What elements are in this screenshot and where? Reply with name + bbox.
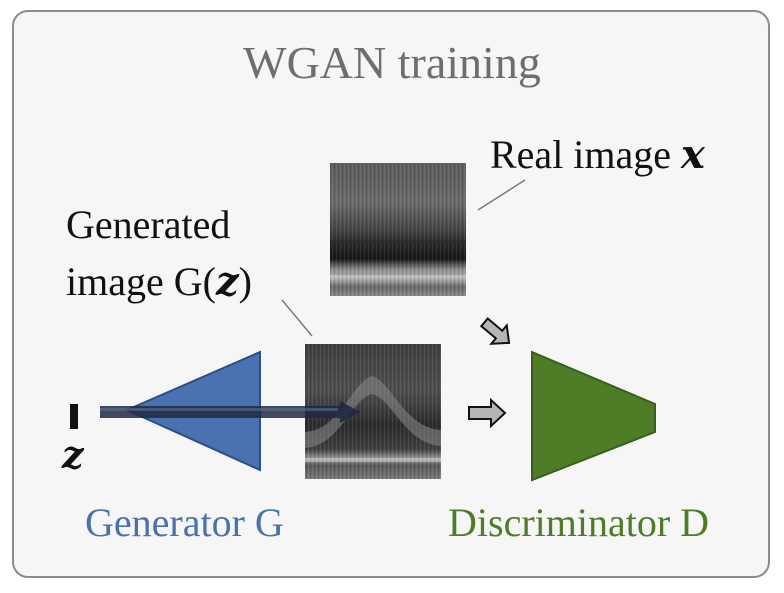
real-image-variable: x [681, 131, 705, 178]
diagram-title: WGAN training [243, 37, 541, 88]
generated-image [305, 344, 441, 479]
generator-label: Generator G [85, 500, 284, 545]
real-image [330, 163, 466, 296]
generated-image-variable: z [215, 258, 239, 305]
generated-image-leader-line [281, 299, 313, 337]
noise-variable-label: z [62, 432, 84, 477]
generated-image-label-line1: Generated [66, 202, 231, 247]
generated-image-label-line2: image G(z) [66, 258, 252, 305]
noise-input-marker [70, 404, 78, 429]
discriminator-label: Discriminator D [448, 500, 710, 545]
discriminator-shape [531, 350, 656, 482]
real-image-leader-line [477, 179, 526, 211]
real-image-label: Real image x [490, 131, 705, 178]
generator-flow-arrow [100, 401, 360, 423]
generated-to-discriminator-arrow [468, 397, 507, 429]
real-to-discriminator-arrow [479, 317, 511, 345]
